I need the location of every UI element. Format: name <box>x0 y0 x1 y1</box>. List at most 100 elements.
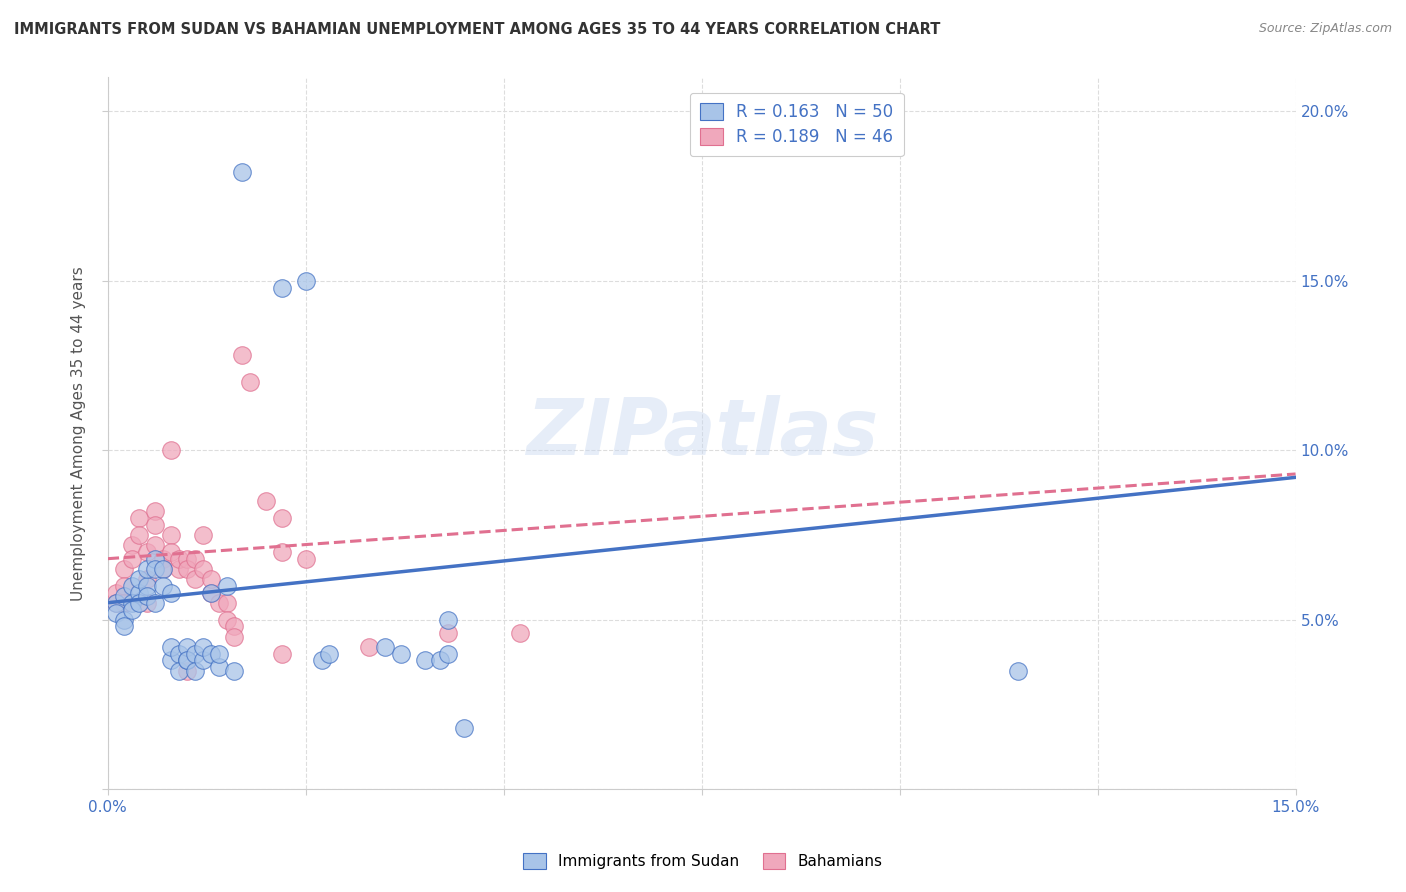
Point <box>121 538 143 552</box>
Point <box>112 619 135 633</box>
Point <box>167 562 190 576</box>
Point <box>136 596 159 610</box>
Point <box>152 562 174 576</box>
Point <box>271 647 294 661</box>
Point <box>294 551 316 566</box>
Point <box>176 640 198 654</box>
Point <box>128 572 150 586</box>
Point <box>215 613 238 627</box>
Point <box>128 596 150 610</box>
Point <box>200 572 222 586</box>
Point <box>104 585 127 599</box>
Point <box>389 647 412 661</box>
Point <box>429 653 451 667</box>
Point <box>191 653 214 667</box>
Point <box>207 647 229 661</box>
Point <box>271 511 294 525</box>
Point <box>121 579 143 593</box>
Y-axis label: Unemployment Among Ages 35 to 44 years: Unemployment Among Ages 35 to 44 years <box>72 266 86 600</box>
Point <box>167 647 190 661</box>
Point <box>231 165 253 179</box>
Point <box>207 596 229 610</box>
Point <box>224 664 246 678</box>
Point <box>437 626 460 640</box>
Point <box>294 274 316 288</box>
Point <box>152 562 174 576</box>
Point <box>176 562 198 576</box>
Point <box>167 664 190 678</box>
Point <box>143 562 166 576</box>
Point <box>215 596 238 610</box>
Point <box>121 602 143 616</box>
Point <box>437 613 460 627</box>
Point <box>128 585 150 599</box>
Point <box>374 640 396 654</box>
Point <box>136 579 159 593</box>
Point <box>143 596 166 610</box>
Point <box>184 551 207 566</box>
Legend: R = 0.163   N = 50, R = 0.189   N = 46: R = 0.163 N = 50, R = 0.189 N = 46 <box>690 93 904 156</box>
Point <box>271 280 294 294</box>
Point <box>176 653 198 667</box>
Point <box>200 585 222 599</box>
Text: IMMIGRANTS FROM SUDAN VS BAHAMIAN UNEMPLOYMENT AMONG AGES 35 TO 44 YEARS CORRELA: IMMIGRANTS FROM SUDAN VS BAHAMIAN UNEMPL… <box>14 22 941 37</box>
Point <box>104 596 127 610</box>
Point <box>184 647 207 661</box>
Point <box>437 647 460 661</box>
Point <box>112 562 135 576</box>
Point <box>143 517 166 532</box>
Point <box>112 596 135 610</box>
Point <box>136 545 159 559</box>
Point <box>112 579 135 593</box>
Point <box>152 579 174 593</box>
Point <box>160 545 183 559</box>
Point <box>160 528 183 542</box>
Point <box>254 494 277 508</box>
Point <box>152 551 174 566</box>
Point <box>224 630 246 644</box>
Point <box>200 585 222 599</box>
Point <box>184 664 207 678</box>
Point <box>128 511 150 525</box>
Point <box>318 647 340 661</box>
Point <box>136 589 159 603</box>
Point <box>1007 664 1029 678</box>
Point <box>160 640 183 654</box>
Point <box>207 660 229 674</box>
Point <box>176 664 198 678</box>
Text: ZIPatlas: ZIPatlas <box>526 395 877 471</box>
Point <box>191 528 214 542</box>
Point <box>311 653 333 667</box>
Point <box>224 619 246 633</box>
Point <box>104 596 127 610</box>
Point <box>143 504 166 518</box>
Point <box>413 653 436 667</box>
Point <box>509 626 531 640</box>
Point <box>160 653 183 667</box>
Point <box>271 545 294 559</box>
Point <box>176 551 198 566</box>
Legend: Immigrants from Sudan, Bahamians: Immigrants from Sudan, Bahamians <box>517 847 889 875</box>
Point <box>176 653 198 667</box>
Point <box>160 585 183 599</box>
Text: Source: ZipAtlas.com: Source: ZipAtlas.com <box>1258 22 1392 36</box>
Point <box>143 551 166 566</box>
Point <box>200 647 222 661</box>
Point <box>160 443 183 458</box>
Point <box>104 606 127 620</box>
Point <box>136 562 159 576</box>
Point <box>191 562 214 576</box>
Point <box>112 613 135 627</box>
Point <box>215 579 238 593</box>
Point <box>143 538 166 552</box>
Point <box>112 589 135 603</box>
Point <box>191 640 214 654</box>
Point <box>453 721 475 735</box>
Point <box>136 572 159 586</box>
Point <box>359 640 381 654</box>
Point <box>121 596 143 610</box>
Point <box>167 551 190 566</box>
Point <box>231 348 253 362</box>
Point <box>121 551 143 566</box>
Point <box>239 376 262 390</box>
